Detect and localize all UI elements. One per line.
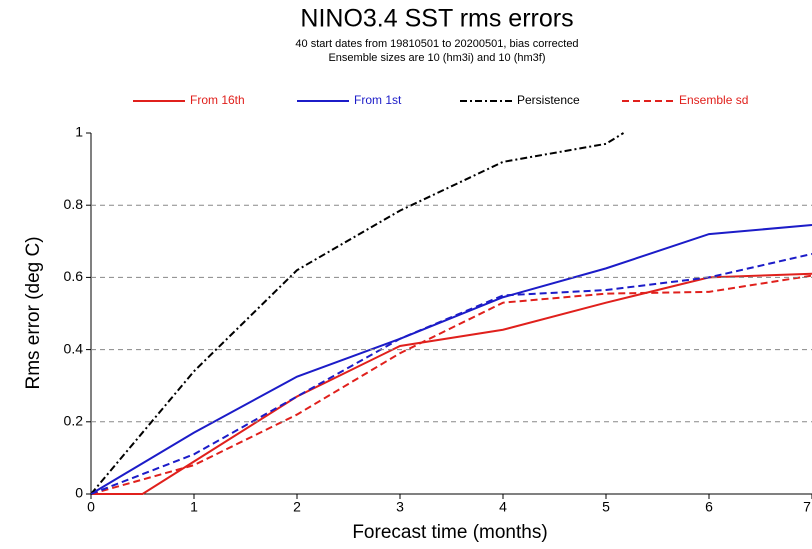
y-tick-label: 0.2	[64, 413, 84, 429]
x-tick-label: 1	[190, 499, 198, 515]
x-tick-label: 7	[803, 499, 811, 515]
legend-label: From 1st	[354, 93, 402, 107]
series-line	[90, 252, 812, 495]
x-tick-label: 4	[499, 499, 507, 515]
legend-label: From 16th	[190, 93, 245, 107]
y-tick-label: 0.8	[64, 196, 84, 212]
x-axis-label: Forecast time (months)	[352, 522, 547, 543]
legend-label: Ensemble sd	[679, 93, 748, 107]
chart-subtitle: 40 start dates from 19810501 to 20200501…	[295, 38, 578, 50]
x-tick-label: 2	[293, 499, 301, 515]
y-tick-label: 0	[75, 485, 83, 501]
series-line	[90, 132, 625, 495]
series-line	[90, 224, 812, 495]
series-line	[91, 272, 812, 495]
y-tick-label: 0.4	[64, 340, 84, 356]
legend-label: Persistence	[517, 93, 580, 107]
plot-area	[90, 132, 812, 495]
x-tick-label: 3	[396, 499, 404, 515]
x-tick-label: 0	[87, 499, 95, 515]
series-line	[90, 274, 812, 495]
y-tick-label: 1	[75, 124, 83, 140]
x-tick-label: 6	[705, 499, 713, 515]
chart-title: NINO3.4 SST rms errors	[300, 5, 573, 33]
chart-subtitle: Ensemble sizes are 10 (hm3i) and 10 (hm3…	[328, 52, 545, 64]
y-tick-label: 0.6	[64, 268, 84, 284]
x-tick-label: 5	[602, 499, 610, 515]
y-axis-label: Rms error (deg C)	[23, 236, 44, 389]
